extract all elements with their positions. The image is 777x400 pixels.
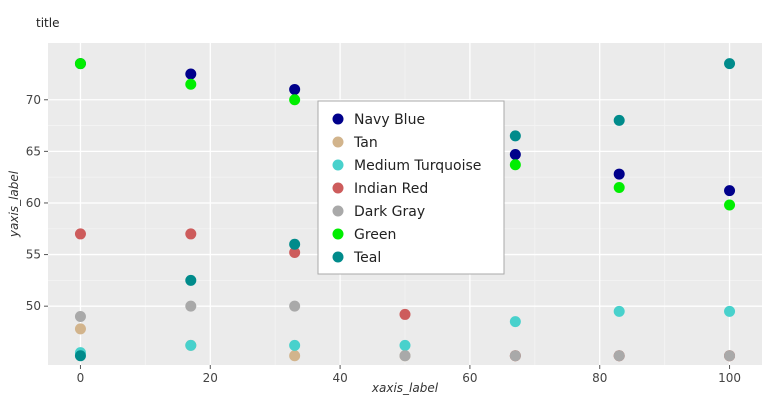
legend-box bbox=[317, 100, 505, 275]
y-tick-label: 50 bbox=[26, 299, 41, 313]
y-tick-label: 55 bbox=[26, 248, 41, 262]
point-dark-gray bbox=[613, 350, 625, 362]
point-green bbox=[289, 94, 301, 106]
point-dark-gray bbox=[289, 300, 301, 312]
x-tick-label: 60 bbox=[462, 371, 477, 385]
point-navy-blue bbox=[289, 83, 301, 95]
y-tick-label: 70 bbox=[26, 93, 41, 107]
legend: Navy Blue Tan Medium Turquoise Indian Red Da… bbox=[317, 100, 505, 275]
legend-label-dark-gray: Dark Gray bbox=[354, 204, 425, 220]
legend-label-green: Green bbox=[354, 227, 396, 243]
x-tick-label: 100 bbox=[718, 371, 741, 385]
y-tick-label: 65 bbox=[26, 144, 41, 158]
x-tick-label: 80 bbox=[592, 371, 607, 385]
point-dark-gray bbox=[724, 350, 736, 362]
y-tick-label: 60 bbox=[26, 196, 41, 210]
point-green bbox=[613, 181, 625, 193]
legend-marker-navy-blue bbox=[332, 113, 344, 125]
point-teal bbox=[613, 114, 625, 126]
point-green bbox=[74, 58, 86, 70]
chart-title: title bbox=[36, 16, 59, 30]
legend-marker-indian-red bbox=[332, 182, 344, 194]
legend-marker-dark-gray bbox=[332, 205, 344, 217]
point-dark-gray bbox=[399, 350, 411, 362]
point-medium-turquoise bbox=[399, 339, 411, 351]
x-axis: 0 20 40 60 80 100 bbox=[77, 365, 741, 385]
point-dark-gray bbox=[185, 300, 197, 312]
point-teal bbox=[724, 58, 736, 70]
point-tan bbox=[289, 350, 301, 362]
point-medium-turquoise bbox=[509, 316, 521, 328]
point-navy-blue bbox=[613, 168, 625, 180]
legend-marker-tan bbox=[332, 136, 344, 148]
point-dark-gray bbox=[509, 350, 521, 362]
point-green bbox=[724, 199, 736, 211]
point-indian-red bbox=[399, 308, 411, 320]
point-navy-blue bbox=[724, 185, 736, 197]
x-tick-label: 20 bbox=[203, 371, 218, 385]
y-axis-title: yaxis_label bbox=[7, 170, 21, 238]
point-medium-turquoise bbox=[724, 305, 736, 317]
point-dark-gray bbox=[74, 310, 86, 322]
point-teal bbox=[289, 238, 301, 250]
y-axis: 50 55 60 65 70 bbox=[26, 93, 48, 313]
legend-label-indian-red: Indian Red bbox=[354, 181, 428, 197]
x-tick-label: 40 bbox=[332, 371, 347, 385]
x-axis-title: xaxis_label bbox=[371, 381, 439, 395]
legend-label-teal: Teal bbox=[353, 250, 381, 266]
point-medium-turquoise bbox=[289, 339, 301, 351]
point-green bbox=[509, 159, 521, 171]
legend-marker-green bbox=[332, 228, 344, 240]
point-indian-red bbox=[289, 247, 301, 259]
point-teal bbox=[74, 350, 86, 362]
point-green bbox=[185, 78, 197, 90]
point-navy-blue bbox=[185, 68, 197, 80]
legend-marker-medium-turquoise bbox=[332, 159, 344, 171]
legend-marker-teal bbox=[332, 251, 344, 263]
point-indian-red bbox=[74, 228, 86, 240]
point-tan bbox=[74, 323, 86, 335]
legend-label-medium-turquoise: Medium Turquoise bbox=[354, 158, 481, 174]
point-teal bbox=[185, 274, 197, 286]
legend-label-tan: Tan bbox=[353, 135, 378, 151]
point-medium-turquoise bbox=[613, 305, 625, 317]
x-tick-label: 0 bbox=[77, 371, 85, 385]
point-medium-turquoise bbox=[185, 339, 197, 351]
legend-label-navy-blue: Navy Blue bbox=[354, 112, 425, 128]
point-teal bbox=[509, 130, 521, 142]
point-indian-red bbox=[185, 228, 197, 240]
point-navy-blue bbox=[509, 148, 521, 160]
